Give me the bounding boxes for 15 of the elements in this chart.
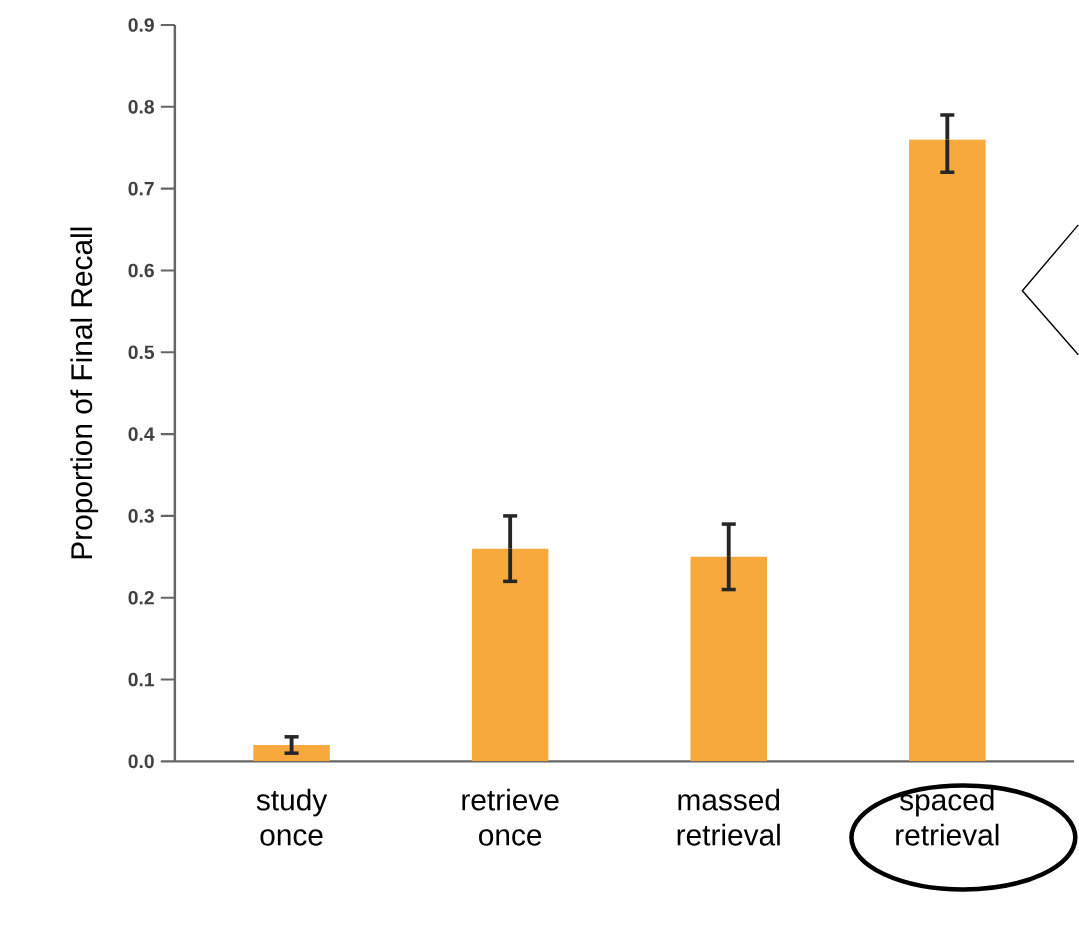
y-tick-label: 0.3 bbox=[128, 508, 154, 523]
y-tick-label: 0.9 bbox=[128, 17, 154, 32]
x-tick-label: spaced retrieval bbox=[896, 788, 999, 846]
x-tick-label: study once bbox=[256, 788, 328, 846]
y-tick-label: 0.2 bbox=[128, 590, 154, 605]
y-tick-label: 0.6 bbox=[128, 263, 154, 278]
y-tick-label: 0.4 bbox=[128, 427, 155, 441]
x-tick-label: massed retrieval bbox=[677, 788, 780, 846]
y-tick-label: 0.7 bbox=[128, 181, 154, 196]
x-tick-label: retrieve once bbox=[462, 788, 559, 846]
y-tick-label: 0.1 bbox=[128, 672, 155, 687]
y-tick-label: 0.8 bbox=[128, 99, 154, 114]
y-axis-title: Proportion of Final Recall bbox=[70, 227, 99, 559]
y-tick-label: 0.0 bbox=[128, 754, 154, 769]
y-tick-label: 0.5 bbox=[128, 345, 155, 359]
